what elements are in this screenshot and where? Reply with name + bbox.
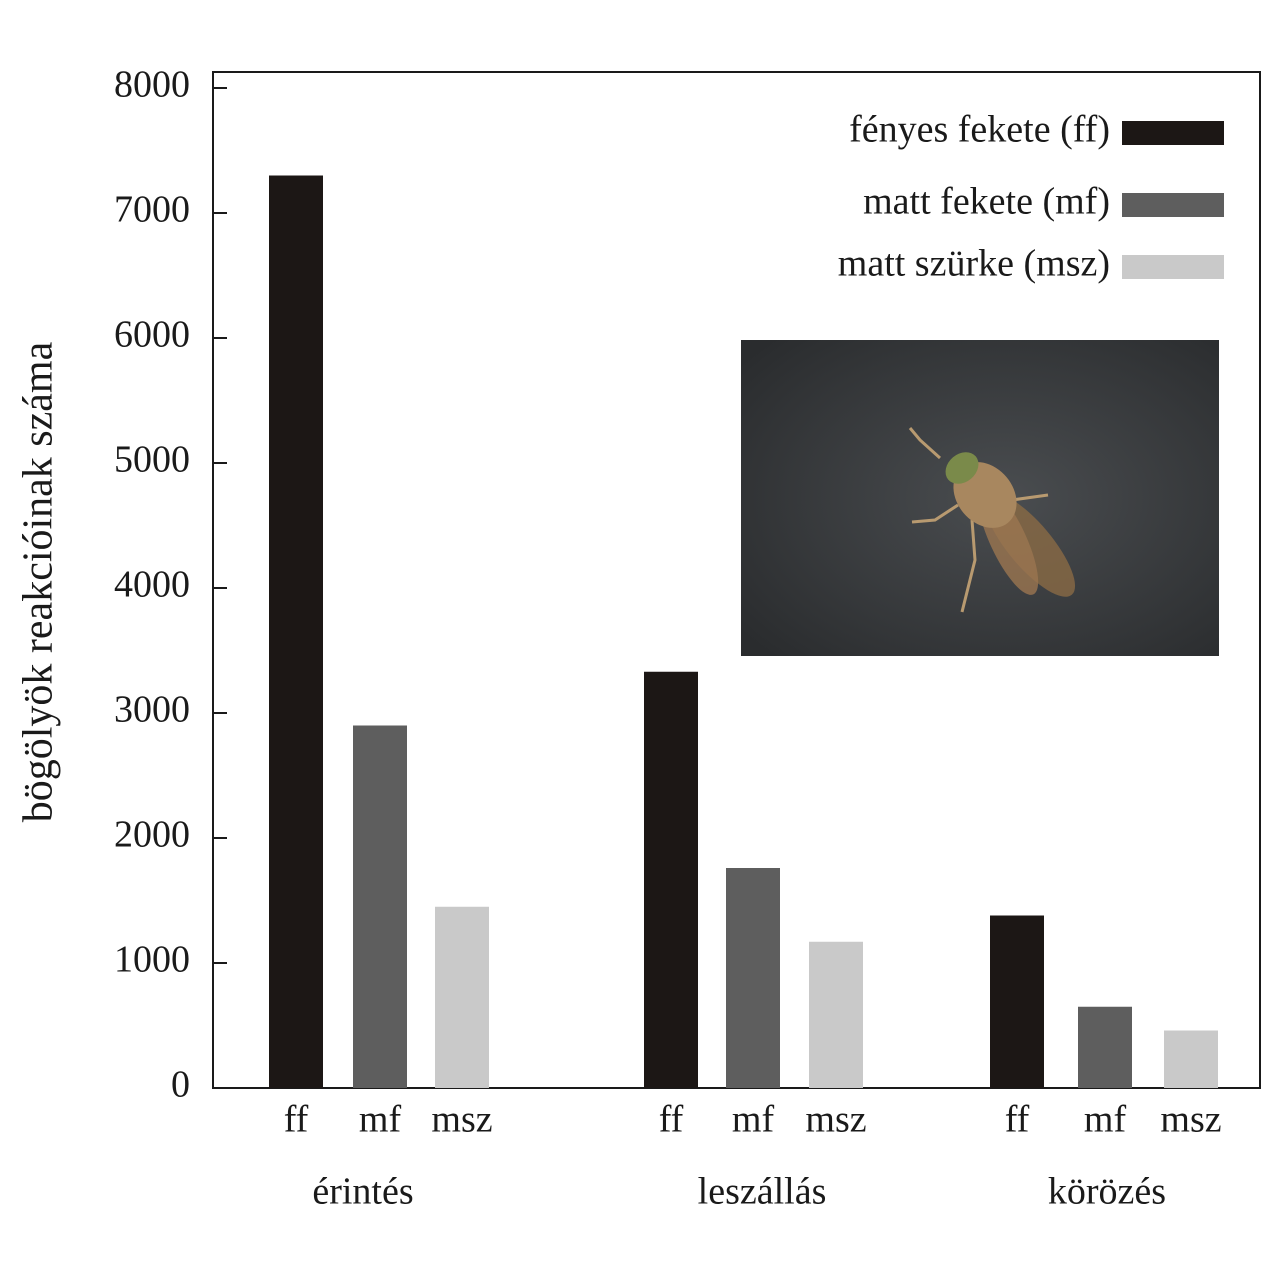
bar — [809, 941, 863, 1088]
y-tick-label: 6000 — [114, 314, 190, 356]
legend-label: fényes fekete (ff) — [849, 109, 1110, 151]
y-tick-label: 7000 — [114, 189, 190, 231]
bar — [726, 868, 780, 1088]
y-tick-label: 0 — [171, 1064, 190, 1106]
legend-label: matt szürke (msz) — [838, 243, 1110, 285]
x-group-label: körözés — [1048, 1171, 1166, 1213]
x-tick-label: ff — [659, 1099, 684, 1141]
bar — [990, 915, 1044, 1088]
bar — [269, 175, 323, 1088]
x-tick-label: mf — [1084, 1099, 1127, 1141]
inset-photo — [741, 340, 1219, 656]
x-tick-label: ff — [284, 1099, 309, 1141]
x-tick-label: msz — [1160, 1099, 1221, 1141]
y-axis-label: bögölyök reakcióinak száma — [16, 341, 62, 822]
y-tick-label: 1000 — [114, 939, 190, 981]
y-tick-label: 5000 — [114, 439, 190, 481]
x-tick-label: mf — [359, 1099, 402, 1141]
legend-swatch — [1122, 193, 1224, 217]
x-tick-label: ff — [1005, 1099, 1030, 1141]
legend-swatch — [1122, 121, 1224, 145]
legend-label: matt fekete (mf) — [863, 181, 1110, 223]
x-group-label: leszállás — [698, 1171, 827, 1213]
x-tick-label: msz — [431, 1099, 492, 1141]
y-tick-label: 4000 — [114, 564, 190, 606]
y-tick-label: 2000 — [114, 814, 190, 856]
bar — [644, 671, 698, 1088]
x-group-label: érintés — [312, 1171, 413, 1213]
legend-swatch — [1122, 255, 1224, 279]
bar — [435, 906, 489, 1088]
y-tick-label: 8000 — [114, 64, 190, 106]
x-tick-label: msz — [805, 1099, 866, 1141]
bar — [353, 725, 407, 1088]
x-tick-label: mf — [732, 1099, 775, 1141]
bar — [1164, 1030, 1218, 1088]
bar — [1078, 1006, 1132, 1088]
y-tick-label: 3000 — [114, 689, 190, 731]
